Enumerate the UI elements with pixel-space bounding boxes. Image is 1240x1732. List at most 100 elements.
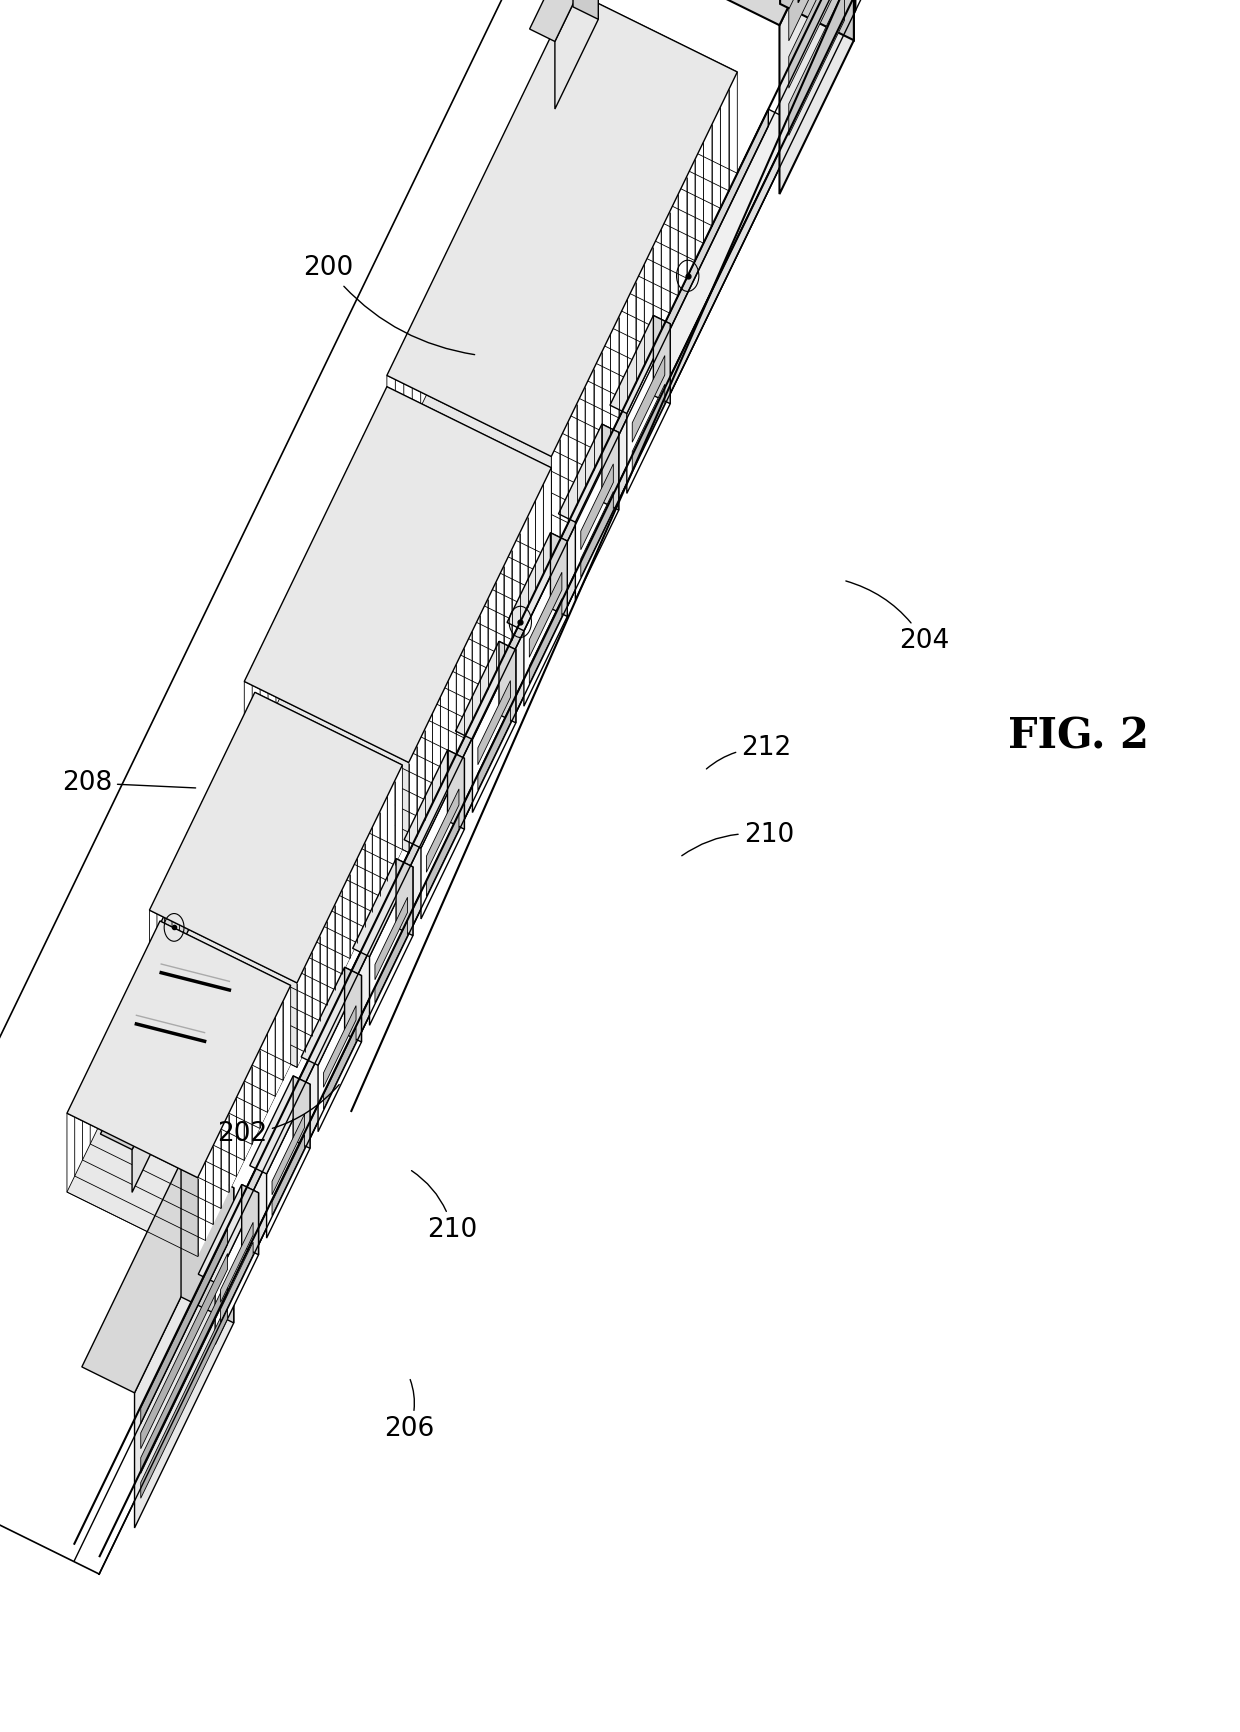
Polygon shape xyxy=(712,107,720,225)
Polygon shape xyxy=(244,1065,252,1160)
Text: 200: 200 xyxy=(304,255,475,355)
Polygon shape xyxy=(552,438,559,558)
Polygon shape xyxy=(427,790,459,873)
Polygon shape xyxy=(780,0,854,194)
Polygon shape xyxy=(249,1076,310,1174)
Polygon shape xyxy=(440,681,449,786)
Polygon shape xyxy=(433,696,440,804)
Polygon shape xyxy=(324,1006,356,1088)
Polygon shape xyxy=(696,142,703,262)
Polygon shape xyxy=(387,781,394,880)
Polygon shape xyxy=(424,714,433,819)
Polygon shape xyxy=(345,966,362,1043)
Polygon shape xyxy=(477,681,511,766)
Polygon shape xyxy=(370,868,413,1025)
Text: 210: 210 xyxy=(412,1171,477,1244)
Polygon shape xyxy=(529,0,598,42)
Polygon shape xyxy=(496,566,503,672)
Text: 210: 210 xyxy=(682,821,794,856)
Polygon shape xyxy=(703,125,712,242)
Text: 202: 202 xyxy=(217,1084,340,1148)
Polygon shape xyxy=(374,920,408,1003)
Polygon shape xyxy=(141,1278,228,1474)
Polygon shape xyxy=(575,88,645,180)
Polygon shape xyxy=(585,369,594,488)
Polygon shape xyxy=(298,968,305,1067)
Polygon shape xyxy=(627,282,636,400)
Polygon shape xyxy=(228,1098,237,1192)
Polygon shape xyxy=(216,1193,259,1344)
Polygon shape xyxy=(404,750,464,849)
Polygon shape xyxy=(379,473,448,565)
Polygon shape xyxy=(252,1050,259,1145)
Polygon shape xyxy=(520,516,527,624)
Polygon shape xyxy=(417,473,448,539)
Polygon shape xyxy=(149,109,794,1403)
Polygon shape xyxy=(409,746,417,852)
Polygon shape xyxy=(427,812,459,897)
Polygon shape xyxy=(149,895,200,960)
Polygon shape xyxy=(149,776,402,1067)
Polygon shape xyxy=(174,121,794,1420)
Polygon shape xyxy=(197,1162,206,1256)
Polygon shape xyxy=(529,599,562,684)
Polygon shape xyxy=(632,355,665,442)
Polygon shape xyxy=(449,665,456,771)
Polygon shape xyxy=(243,760,311,852)
Polygon shape xyxy=(312,937,320,1036)
Polygon shape xyxy=(275,1001,283,1096)
Polygon shape xyxy=(789,0,844,135)
Polygon shape xyxy=(558,424,619,521)
Polygon shape xyxy=(267,1084,310,1238)
Polygon shape xyxy=(206,1145,213,1240)
Polygon shape xyxy=(652,229,661,348)
Polygon shape xyxy=(181,1162,234,1323)
Polygon shape xyxy=(627,324,670,494)
Text: 212: 212 xyxy=(707,734,791,769)
Polygon shape xyxy=(141,1254,228,1448)
Polygon shape xyxy=(394,766,402,864)
Polygon shape xyxy=(527,501,536,606)
Polygon shape xyxy=(678,177,687,296)
Polygon shape xyxy=(131,1072,169,1192)
Polygon shape xyxy=(365,828,372,927)
Polygon shape xyxy=(244,386,552,762)
Polygon shape xyxy=(789,0,844,42)
Polygon shape xyxy=(575,433,619,599)
Text: 208: 208 xyxy=(62,769,196,797)
Polygon shape xyxy=(141,1302,228,1498)
Polygon shape xyxy=(242,1185,259,1254)
Polygon shape xyxy=(619,300,627,417)
Polygon shape xyxy=(320,921,327,1020)
Polygon shape xyxy=(487,582,496,689)
Polygon shape xyxy=(799,0,848,3)
Polygon shape xyxy=(601,424,619,511)
Polygon shape xyxy=(573,0,598,19)
Polygon shape xyxy=(283,986,290,1081)
Polygon shape xyxy=(477,707,511,790)
Polygon shape xyxy=(503,549,512,656)
Polygon shape xyxy=(379,797,387,895)
Polygon shape xyxy=(301,966,362,1065)
Polygon shape xyxy=(580,464,614,549)
Polygon shape xyxy=(653,315,670,404)
Polygon shape xyxy=(374,897,408,980)
Polygon shape xyxy=(720,90,729,208)
Polygon shape xyxy=(608,104,645,236)
Polygon shape xyxy=(706,0,854,26)
Polygon shape xyxy=(529,572,562,656)
Polygon shape xyxy=(729,73,738,191)
Polygon shape xyxy=(317,975,362,1131)
Polygon shape xyxy=(138,1057,169,1115)
Polygon shape xyxy=(100,1057,169,1150)
Polygon shape xyxy=(67,921,290,1178)
Polygon shape xyxy=(480,599,487,705)
Polygon shape xyxy=(780,0,854,40)
Text: 204: 204 xyxy=(846,580,949,655)
Polygon shape xyxy=(580,492,614,577)
Polygon shape xyxy=(687,159,696,279)
Polygon shape xyxy=(327,906,335,1005)
Polygon shape xyxy=(372,812,379,911)
Polygon shape xyxy=(67,999,290,1256)
Polygon shape xyxy=(149,109,769,1408)
